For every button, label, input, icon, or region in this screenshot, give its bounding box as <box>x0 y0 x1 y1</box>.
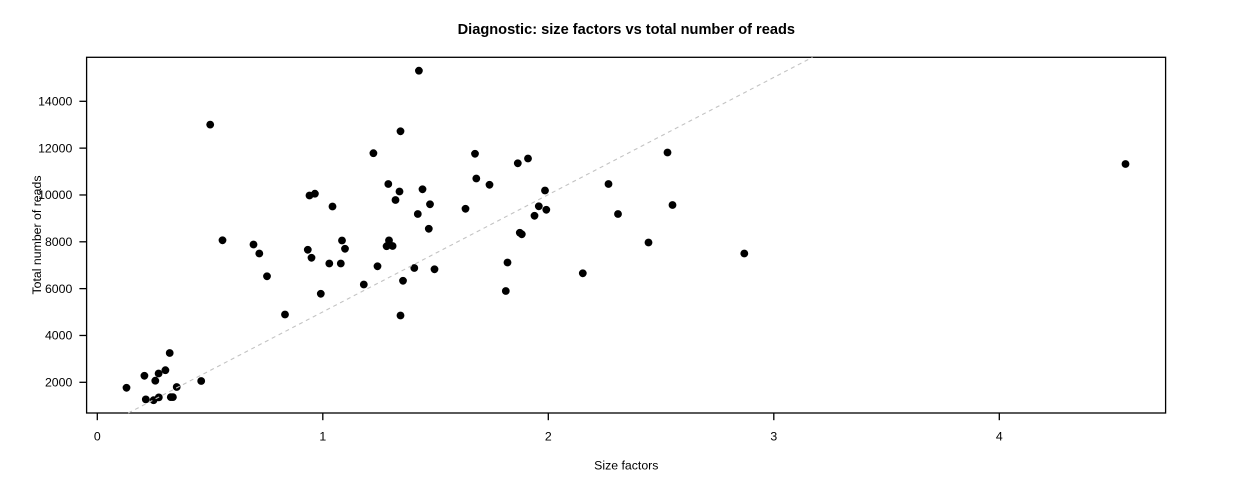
svg-text:3: 3 <box>770 430 777 444</box>
svg-text:4: 4 <box>996 430 1003 444</box>
svg-text:Size factors: Size factors <box>594 458 658 472</box>
svg-text:14000: 14000 <box>38 95 72 109</box>
svg-text:10000: 10000 <box>38 188 72 202</box>
svg-text:Total number of reads: Total number of reads <box>30 176 44 295</box>
svg-text:1: 1 <box>319 430 326 444</box>
svg-text:0: 0 <box>94 430 101 444</box>
svg-text:2: 2 <box>545 430 552 444</box>
svg-text:2000: 2000 <box>45 376 73 390</box>
svg-text:8000: 8000 <box>45 235 73 249</box>
svg-text:12000: 12000 <box>38 141 72 155</box>
svg-text:4000: 4000 <box>45 329 73 343</box>
svg-text:6000: 6000 <box>45 282 73 296</box>
svg-text:Diagnostic: size factors vs to: Diagnostic: size factors vs total number… <box>458 22 795 38</box>
